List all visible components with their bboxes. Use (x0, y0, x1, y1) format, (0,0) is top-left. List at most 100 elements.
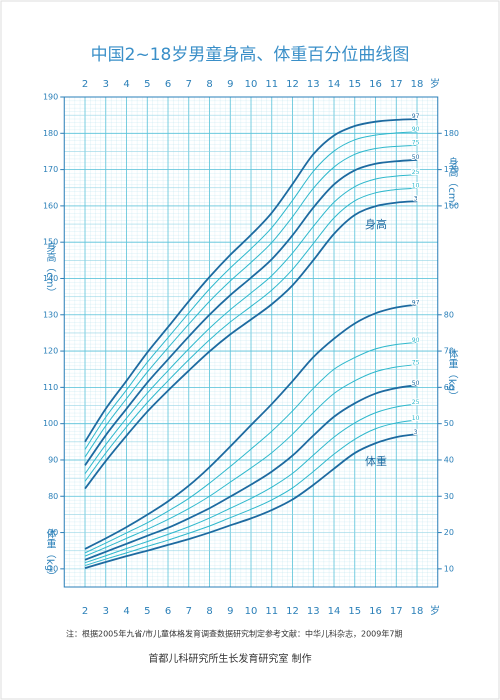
x-tick-label: 6 (165, 606, 171, 617)
y-tick-label-right: 70 (444, 347, 454, 356)
percentile-curve (84, 187, 418, 482)
x-tick-label: 8 (206, 606, 212, 617)
x-tick-label: 10 (245, 79, 258, 90)
percentile-curve (84, 403, 418, 564)
y-tick-label: 140 (43, 274, 58, 283)
x-tick-label: 11 (265, 79, 278, 90)
percentile-curve (84, 144, 418, 458)
legend-label: 10 (412, 415, 420, 422)
percentile-curve (84, 118, 418, 443)
y-axis-title: 身高（cm） (44, 241, 56, 297)
legend-label: 50 (412, 380, 420, 387)
x-tick-label: 6 (165, 79, 171, 90)
legend-label: 25 (412, 399, 420, 406)
x-tick-label: 13 (307, 79, 320, 90)
y-tick-label-right: 10 (444, 564, 454, 573)
y-tick-label: 150 (43, 238, 58, 247)
legend-label: 90 (412, 126, 420, 133)
x-tick-label: 13 (307, 606, 320, 617)
x-unit-bottom: 岁 (430, 604, 440, 617)
percentile-curve (84, 174, 418, 475)
percentile-curve (84, 364, 418, 557)
y-tick-label-right: 160 (444, 201, 459, 210)
x-tick-label: 12 (286, 606, 299, 617)
percentile-curve (84, 433, 418, 569)
x-tick-label: 9 (227, 606, 233, 617)
x-tick-label: 15 (348, 606, 361, 617)
x-tick-label: 2 (82, 606, 88, 617)
x-tick-label: 5 (144, 79, 150, 90)
legend-label: 97 (412, 300, 420, 307)
y-tick-label-right: 180 (444, 129, 459, 138)
y-tick-label-right: 50 (444, 419, 454, 428)
y-tick-label-right: 60 (444, 383, 454, 392)
y-tick-label: 130 (43, 310, 58, 319)
legend-label: 3 (414, 195, 418, 202)
y-tick-label: 100 (43, 419, 58, 428)
x-tick-label: 7 (186, 606, 192, 617)
x-tick-label: 3 (103, 79, 109, 90)
y-tick-label: 160 (43, 201, 58, 210)
x-tick-label: 12 (286, 79, 299, 90)
legend-label: 50 (412, 154, 420, 161)
labels: 2 2 3 3 4 4 5 5 6 6 7 7 8 8 9 9 10 10 11 11 12 12 13 13 14 14 15 15… (43, 79, 459, 617)
x-tick-label: 18 (411, 606, 424, 617)
x-tick-label: 17 (390, 606, 403, 617)
x-tick-label: 9 (227, 79, 233, 90)
x-tick-label: 18 (411, 79, 424, 90)
y-tick-label: 120 (43, 347, 58, 356)
x-tick-label: 2 (82, 79, 88, 90)
curves (84, 118, 418, 569)
y2-axis-title-left: 体重（kg） (44, 529, 56, 581)
x-tick-label: 4 (123, 606, 129, 617)
x-tick-label: 10 (245, 606, 258, 617)
y-tick-label-right: 30 (444, 492, 454, 501)
x-tick-label: 14 (328, 79, 341, 90)
reference: 参考文献：中华儿科杂志，2009年7期 (265, 629, 402, 639)
height-label: 身高 (365, 217, 387, 231)
grid (64, 96, 438, 588)
weight-label: 体重 (365, 454, 387, 468)
note: 注：根据2005年九省/市儿童体格发育调查数据研究制定 (66, 629, 265, 639)
x-tick-label: 16 (369, 606, 382, 617)
legend-label: 3 (414, 429, 418, 436)
x-tick-label: 15 (348, 79, 361, 90)
legend-label: 75 (412, 139, 420, 146)
y-axis-title-right: 身高（cm） (446, 156, 458, 212)
y-tick-label: 170 (43, 165, 58, 174)
percentile-curve (84, 384, 418, 561)
credit: 首都儿科研究所生长发育研究室 制作 (148, 652, 311, 665)
percentile-curve (84, 303, 418, 550)
percentile-curve (84, 419, 418, 567)
legend-label: 25 (412, 169, 420, 176)
plot-frame (63, 96, 439, 588)
legend-label: 10 (412, 182, 420, 189)
x-tick-label: 3 (103, 606, 109, 617)
y-tick-label: 90 (48, 455, 58, 464)
x-tick-label: 14 (328, 606, 341, 617)
x-tick-label: 4 (123, 79, 129, 90)
x-tick-label: 17 (390, 79, 403, 90)
chart-title: 中国2~18岁男童身高、体重百分位曲线图 (91, 45, 410, 65)
y-tick-label-right: 80 (444, 310, 454, 319)
x-tick-label: 11 (265, 606, 278, 617)
percentile-curve (84, 200, 418, 490)
y-tick-label: 20 (48, 528, 58, 537)
y-tick-label: 190 (43, 93, 58, 102)
y-tick-label: 110 (43, 383, 58, 392)
y-tick-label-right: 40 (444, 455, 454, 464)
legend-label: 75 (412, 359, 420, 366)
y-tick-label-right: 170 (444, 165, 459, 174)
percentile-curve (84, 341, 418, 554)
y2-axis-title: 体重（kg） (446, 349, 458, 401)
y-tick-label-right: 20 (444, 528, 454, 537)
y-tick-label: 10 (48, 564, 58, 573)
x-tick-label: 5 (144, 606, 150, 617)
x-tick-label: 8 (206, 79, 212, 90)
y-tick-label: 80 (48, 492, 58, 501)
percentile-curve (84, 158, 418, 466)
legend-label: 90 (412, 337, 420, 344)
y-tick-label: 180 (43, 129, 58, 138)
x-unit-top: 岁 (430, 77, 440, 90)
